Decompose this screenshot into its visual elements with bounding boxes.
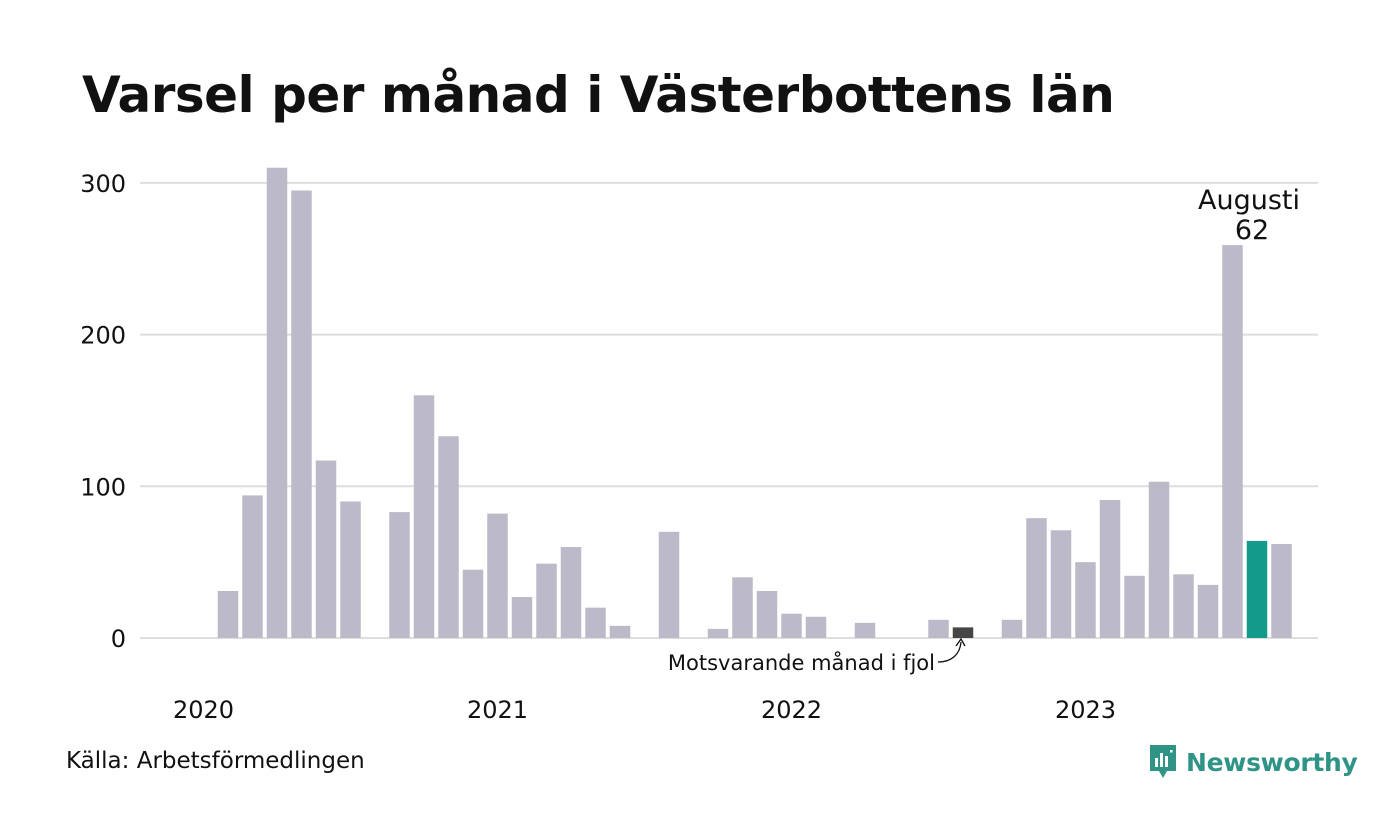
bar [340,501,361,638]
bar [1099,499,1121,638]
bar [413,395,435,638]
bar [315,460,337,638]
bar [1271,543,1292,638]
bar [1026,518,1047,638]
newsworthy-logo[interactable]: Newsworthy [1148,742,1358,782]
bar [1173,574,1194,638]
bar [1001,619,1023,638]
bar [242,495,263,638]
bar [1124,575,1145,638]
x-tick-label: 2020 [173,696,234,724]
annotations: Augusti 62 Motsvarande månad i fjol [668,185,1300,675]
bar [1148,481,1170,638]
bar [487,513,508,638]
bar [266,167,288,639]
bar [438,436,459,638]
comparison-annotation: Motsvarande månad i fjol [668,650,935,675]
bar [707,628,729,638]
source-note: Källa: Arbetsförmedlingen [66,748,365,774]
annotation-arrowhead [955,637,966,647]
y-tick-label: 100 [80,473,126,501]
bar [952,627,974,638]
bar [781,613,802,638]
bar [658,531,680,638]
bar [462,569,484,638]
bars [217,167,1292,639]
annotation-arrow [937,641,962,663]
bar [585,607,606,638]
x-tick-label: 2023 [1055,696,1116,724]
bar [732,577,753,638]
bar [536,563,557,638]
bar [805,616,827,638]
chart-title: Varsel per månad i Västerbottens län [82,66,1115,124]
bar [291,190,312,639]
y-axis: 0 100 200 300 [80,170,126,653]
bar [756,590,778,638]
bar [1050,530,1072,638]
bar [854,622,876,638]
highlight-value: 62 [1235,215,1269,246]
highlight-label: Augusti [1198,185,1300,216]
y-tick-label: 0 [111,625,126,653]
x-tick-label: 2021 [467,696,528,724]
bar [1075,562,1096,638]
bar [928,619,949,638]
bar [511,597,533,638]
x-axis: 2020 2021 2022 2023 [173,696,1116,724]
bar [560,546,582,638]
brand-name: Newsworthy [1186,747,1358,777]
bar [1246,540,1268,638]
bar [389,512,410,638]
bar [1222,245,1243,639]
newsworthy-logo-icon [1150,745,1176,778]
bar [609,625,631,638]
gridlines [140,181,1318,639]
x-tick-label: 2022 [761,696,822,724]
y-tick-label: 200 [80,322,126,350]
bar [1197,584,1219,638]
bar [217,590,239,638]
y-tick-label: 300 [80,170,126,198]
